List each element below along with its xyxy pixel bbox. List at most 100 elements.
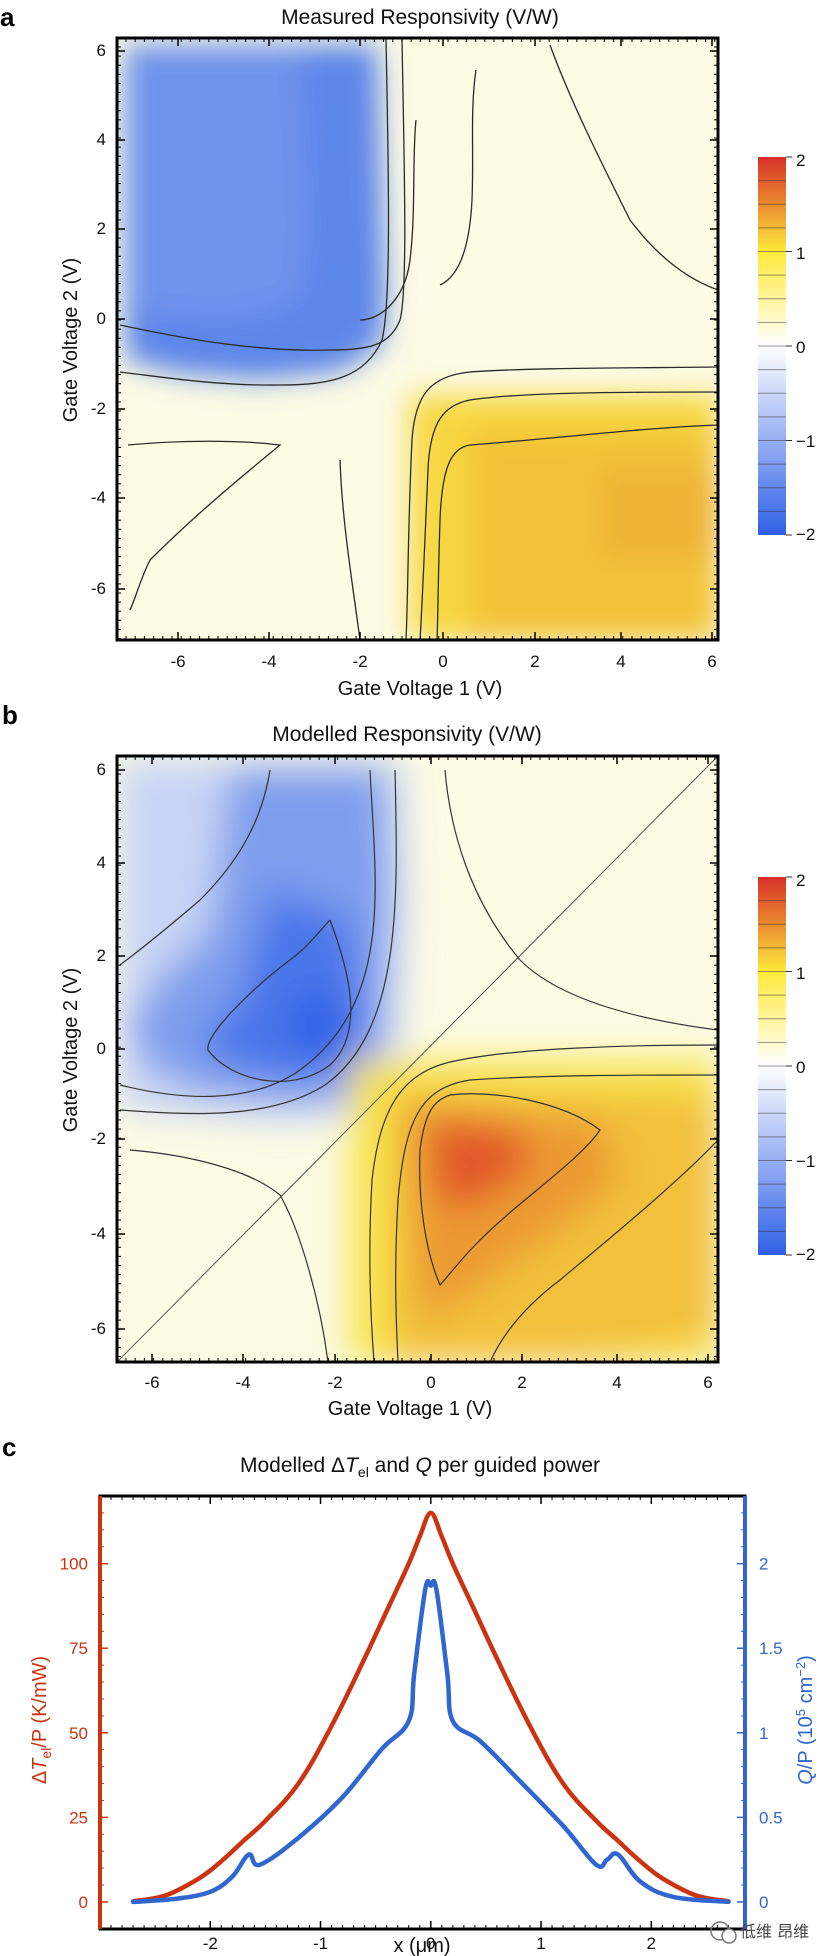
panel-a-x-tick: 4: [616, 652, 625, 671]
panel-a-y-tick: -4: [91, 488, 106, 507]
temperature-series-line: [130, 1510, 731, 1904]
panel-b-colorbar-tick: −1: [796, 1152, 815, 1171]
panel-c-right-label-part: /P (10: [795, 1716, 817, 1769]
panel-a-y-tick: 2: [97, 219, 106, 238]
x-tick-label: 1: [536, 1934, 545, 1953]
panel-b-x-tick: -4: [235, 1373, 250, 1392]
right-y-tick-label: 0.5: [759, 1808, 783, 1827]
panel-b-frame: [115, 754, 720, 1364]
panel-c-left-axis-label: ΔTel/P (K/mW): [29, 1656, 54, 1784]
panel-a-colorbar-tick: 1: [796, 244, 805, 263]
panel-b-x-tick: 2: [517, 1373, 526, 1392]
panel-a-colorbar: 2 1 0 −1 −2: [758, 151, 815, 544]
panel-c-left-label-part: /P (K/mW): [29, 1656, 51, 1748]
panel-c-left-label-part: T: [29, 1757, 51, 1771]
panel-b-x-tick: -2: [327, 1373, 342, 1392]
left-y-tick-label: 25: [69, 1808, 88, 1827]
panel-b-y-tick: 2: [97, 946, 106, 965]
panel-label-c: c: [2, 1432, 16, 1462]
panel-b-contours: [119, 769, 718, 1362]
heat-rate-series-line: [130, 1578, 731, 1905]
panel-a-colorbar-tick: −2: [796, 525, 815, 544]
panel-c-title-part: per guided power: [432, 1454, 600, 1477]
panel-a-title: Measured Responsivity (V/W): [281, 6, 559, 29]
x-tick-label: 2: [647, 1934, 656, 1953]
panel-a-y-tick: 4: [97, 130, 106, 149]
panel-b-y-tick: -2: [91, 1129, 106, 1148]
left-y-tick-label: 0: [79, 1893, 88, 1912]
panel-b-y-tick: 4: [97, 853, 106, 872]
panel-a-x-tick: -6: [170, 652, 185, 671]
left-y-tick-label: 50: [69, 1724, 88, 1743]
panel-b-title: Modelled Responsivity (V/W): [272, 723, 542, 746]
x-tick-label: 0: [426, 1934, 435, 1953]
panel-c-title-part: el: [358, 1464, 369, 1480]
panel-b-x-tick: 6: [703, 1373, 712, 1392]
panel-c-right-label-part: Q: [795, 1769, 817, 1785]
panel-b-y-axis-label: Gate Voltage 2 (V): [60, 968, 82, 1133]
panel-b-y-tick: -6: [91, 1319, 106, 1338]
panel-b-colorbar: 2 1 0 −1 −2: [758, 871, 815, 1264]
panel-a-y-axis-label: Gate Voltage 2 (V): [60, 258, 82, 423]
panel-label-b: b: [2, 700, 18, 730]
panel-b-y-tick-labels: -6 -4 -2 0 2 4 6: [91, 760, 106, 1338]
panel-c-right-label-part: 5: [793, 1709, 808, 1716]
left-y-tick-label: 100: [60, 1555, 88, 1574]
panel-a-x-tick: 0: [438, 652, 447, 671]
panel-a-heatmap: [117, 38, 718, 640]
panel-c-title-part: and: [369, 1454, 416, 1477]
panel-b-heatmap: [117, 756, 718, 1362]
right-y-tick-label: 2: [759, 1555, 768, 1574]
panel-a-x-axis-label: Gate Voltage 1 (V): [338, 678, 503, 700]
panel-c-plot: [130, 1510, 731, 1905]
panel-a-x-tick: -4: [261, 652, 276, 671]
panel-b-colorbar-tick: 2: [796, 871, 805, 890]
watermark-text: 低维 昂维: [740, 1922, 809, 1941]
panel-c-right-label-part: ): [795, 1655, 817, 1662]
panel-c-x-axis-label: x (μm): [393, 1935, 450, 1956]
panel-c-title-part: Modelled Δ: [240, 1454, 345, 1477]
panel-c-title-part: Q: [416, 1454, 432, 1477]
panel-a-x-tick: 6: [707, 652, 716, 671]
panel-a-y-tick: 0: [97, 309, 106, 328]
panel-b-y-tick: 6: [97, 760, 106, 779]
panel-c-right-label-part: cm: [795, 1677, 817, 1709]
panel-b-axis-ticks: [117, 756, 718, 1362]
panel-a-y-tick: 6: [97, 41, 106, 60]
panel-a-y-tick: -6: [91, 579, 106, 598]
panel-c-title-part: T: [345, 1454, 360, 1477]
panel-a-x-tick-labels: -6 -4 -2 0 2 4 6: [170, 652, 716, 671]
panel-a-y-tick-labels: -6 -4 -2 0 2 4 6: [91, 41, 106, 598]
left-y-tick-label: 75: [69, 1639, 88, 1658]
panel-c-left-label-part: el: [38, 1748, 54, 1759]
panel-a-frame: [115, 36, 720, 642]
panel-b-colorbar-tick: 1: [796, 964, 805, 983]
panel-a-colorbar-tick: 2: [796, 151, 805, 170]
panel-c-title: Modelled ΔTel and Q per guided power: [240, 1454, 600, 1480]
panel-b-x-axis-label: Gate Voltage 1 (V): [328, 1398, 493, 1420]
panel-b-x-tick-labels: -6 -4 -2 0 2 4 6: [144, 1373, 712, 1392]
panel-c-right-axis-label: Q/P (105 cm−2): [793, 1655, 817, 1785]
panel-b-y-tick: -4: [91, 1224, 106, 1243]
panel-b-colorbar-tick: −2: [796, 1245, 815, 1264]
panel-a-contours: [119, 38, 718, 640]
panel-c-right-label-part: −2: [793, 1662, 808, 1677]
panel-a-y-tick: -2: [91, 399, 106, 418]
right-y-tick-label: 1: [759, 1724, 768, 1743]
panel-a-colorbar-tick: 0: [796, 338, 805, 357]
panel-label-a: a: [0, 2, 15, 32]
wechat-icon-small: [721, 1928, 737, 1944]
right-y-tick-label: 0: [759, 1893, 768, 1912]
right-y-tick-label: 1.5: [759, 1639, 783, 1658]
panel-b-colorbar-tick: 0: [796, 1058, 805, 1077]
panel-b-x-tick: 0: [426, 1373, 435, 1392]
panel-a-x-tick: -2: [352, 652, 367, 671]
panel-c-axis-ticks: -2 -1 0 1 2 0 25 50 75 100 0 0.5 1 1.5 2: [60, 1496, 783, 1953]
panel-b-x-tick: -6: [144, 1373, 159, 1392]
x-tick-label: -2: [203, 1934, 218, 1953]
panel-c-left-label-part: Δ: [29, 1771, 51, 1784]
panel-b-y-tick: 0: [97, 1039, 106, 1058]
panel-a-colorbar-tick: −1: [796, 432, 815, 451]
panel-b-x-tick: 4: [612, 1373, 621, 1392]
